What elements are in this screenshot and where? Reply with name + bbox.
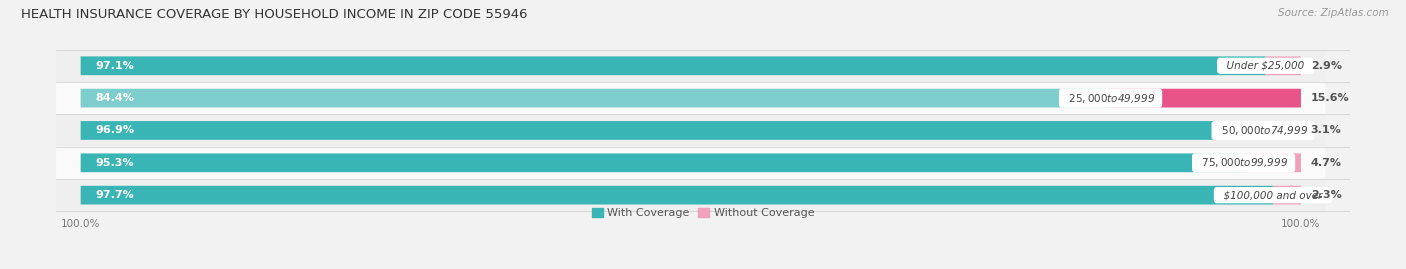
Text: 15.6%: 15.6% <box>1310 93 1350 103</box>
Text: Source: ZipAtlas.com: Source: ZipAtlas.com <box>1278 8 1389 18</box>
FancyBboxPatch shape <box>80 121 1263 140</box>
FancyBboxPatch shape <box>56 147 1326 179</box>
FancyBboxPatch shape <box>56 82 1326 114</box>
FancyBboxPatch shape <box>80 56 1265 75</box>
FancyBboxPatch shape <box>80 186 1272 204</box>
FancyBboxPatch shape <box>1111 89 1301 108</box>
FancyBboxPatch shape <box>56 114 1326 147</box>
Text: HEALTH INSURANCE COVERAGE BY HOUSEHOLD INCOME IN ZIP CODE 55946: HEALTH INSURANCE COVERAGE BY HOUSEHOLD I… <box>21 8 527 21</box>
Text: 97.1%: 97.1% <box>96 61 134 71</box>
Text: 4.7%: 4.7% <box>1310 158 1341 168</box>
Text: 3.1%: 3.1% <box>1310 125 1341 136</box>
Legend: With Coverage, Without Coverage: With Coverage, Without Coverage <box>592 208 814 218</box>
Text: 96.9%: 96.9% <box>96 125 135 136</box>
Text: 2.3%: 2.3% <box>1310 190 1341 200</box>
FancyBboxPatch shape <box>56 49 1326 82</box>
Text: Under $25,000: Under $25,000 <box>1220 61 1310 71</box>
FancyBboxPatch shape <box>56 179 1326 211</box>
Text: $25,000 to $49,999: $25,000 to $49,999 <box>1062 92 1159 105</box>
FancyBboxPatch shape <box>1243 153 1301 172</box>
FancyBboxPatch shape <box>1265 56 1301 75</box>
FancyBboxPatch shape <box>1263 121 1301 140</box>
Text: 97.7%: 97.7% <box>96 190 134 200</box>
Text: 2.9%: 2.9% <box>1310 61 1341 71</box>
FancyBboxPatch shape <box>80 153 1243 172</box>
Text: $100,000 and over: $100,000 and over <box>1218 190 1329 200</box>
Text: $50,000 to $74,999: $50,000 to $74,999 <box>1215 124 1312 137</box>
Text: 84.4%: 84.4% <box>96 93 134 103</box>
FancyBboxPatch shape <box>1272 186 1301 204</box>
FancyBboxPatch shape <box>80 89 1111 108</box>
Text: $75,000 to $99,999: $75,000 to $99,999 <box>1195 156 1292 169</box>
Text: 95.3%: 95.3% <box>96 158 134 168</box>
